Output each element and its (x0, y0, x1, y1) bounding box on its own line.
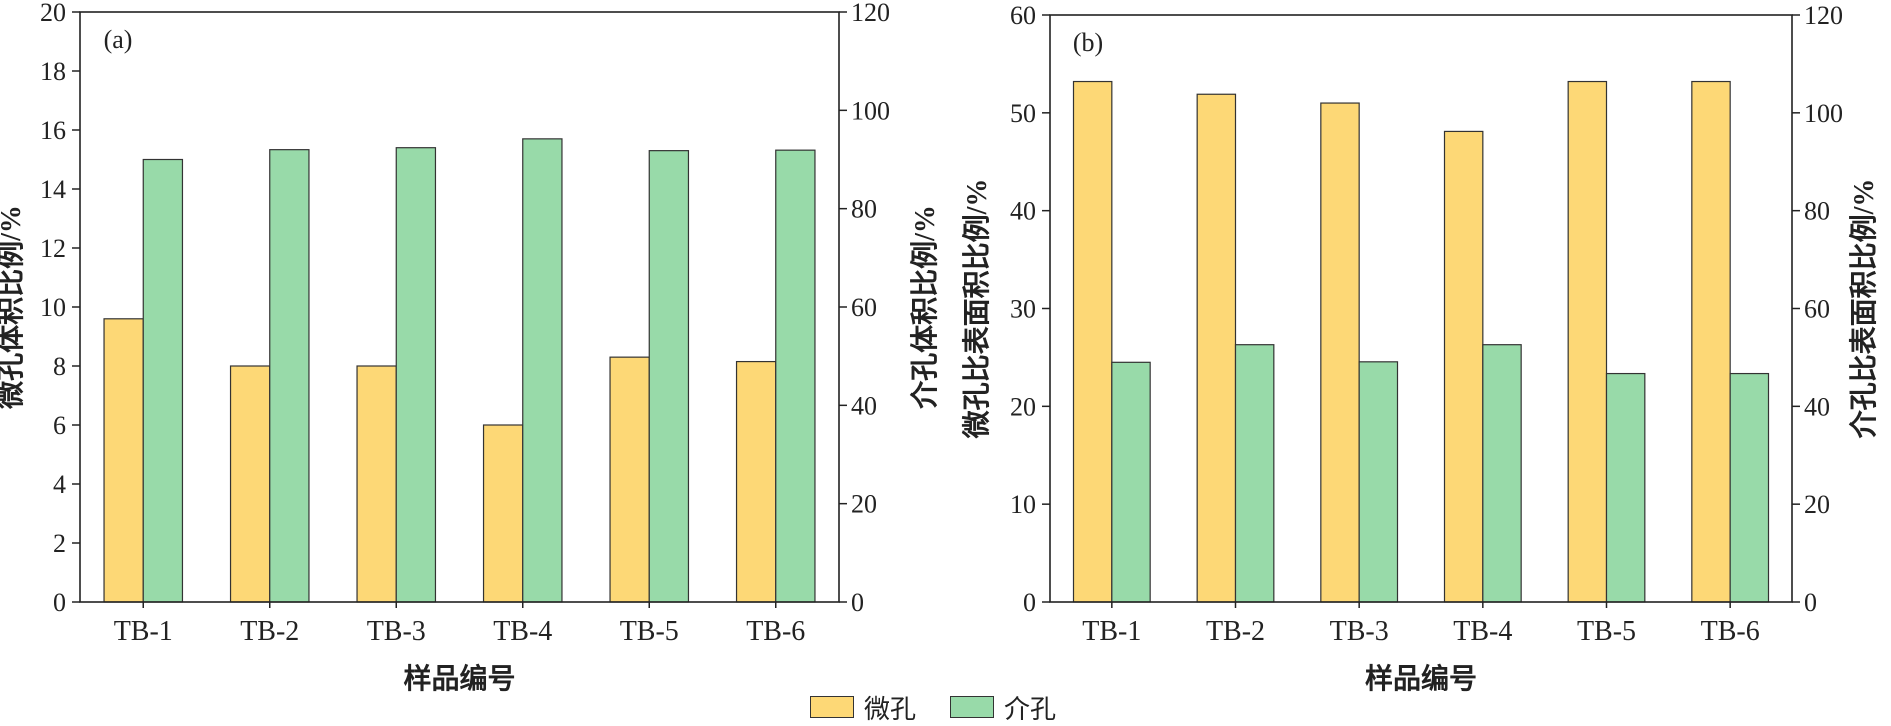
panel-b-bar-mesopore-tb-2 (1234, 344, 1275, 603)
panel-b-right-tick-label: 40 (1804, 392, 1830, 421)
panel-a-bar-mesopore-tb-4 (522, 138, 563, 603)
panel-b-right-axis-label: 介孔比表面积比例/% (1848, 179, 1880, 440)
panel-b-bar-mesopore-tb-4 (1482, 344, 1522, 603)
panel-a-right-tick-label: 0 (851, 588, 864, 617)
panel-a-left-tick-label: 4 (53, 470, 66, 499)
legend-label-mesopore: 介孔 (1004, 694, 1057, 724)
panel-a-right-axis-label: 介孔体积比例/% (909, 205, 941, 410)
panel-b-bar-micropore-tb-3 (1320, 102, 1360, 603)
panel-a-left-tick-label: 14 (40, 175, 66, 204)
panel-a-right-tick-label: 60 (851, 293, 877, 322)
panel-a-bar-mesopore-tb-5 (648, 150, 690, 603)
panel-b-left-axis-label: 微孔比表面积比例/% (961, 179, 993, 440)
panel-a-bar-mesopore-tb-1 (142, 158, 184, 603)
panel-a-left-tick-label: 2 (53, 529, 66, 558)
panel-a-x-tick-label: TB-5 (620, 616, 679, 647)
panel-b-x-tick-label: TB-5 (1577, 616, 1636, 647)
panel-a-right-tick-label: 120 (851, 0, 890, 27)
panel-a-x-tick-label: TB-2 (240, 616, 299, 647)
panel-b-bar-micropore-tb-2 (1196, 93, 1237, 603)
panel-a-x-axis-label: 样品编号 (403, 662, 515, 695)
panel-b-x-tick-label: TB-4 (1453, 616, 1512, 647)
panel-b-x-tick-label: TB-1 (1082, 616, 1141, 647)
panel-a-bar-mesopore-tb-6 (775, 149, 816, 603)
panel-b-x-tick-label: TB-6 (1701, 616, 1760, 647)
panel-a-left-tick-label: 6 (53, 411, 66, 440)
legend-swatch-micropore (810, 696, 854, 718)
panel-b-x-tick-label: TB-2 (1206, 616, 1265, 647)
panel-a-bar-micropore-tb-3 (356, 365, 397, 603)
panel-a-right-tick-label: 100 (851, 96, 890, 125)
panel-a-right-tick-label: 20 (851, 490, 877, 519)
panel-a-left-tick-label: 0 (53, 588, 66, 617)
panel-b-left-tick-label: 20 (1010, 392, 1036, 421)
panel-b-bar-mesopore-tb-5 (1605, 372, 1646, 603)
panel-b-left-tick-label: 50 (1010, 99, 1036, 128)
panel-a-bar-mesopore-tb-2 (269, 149, 310, 603)
panel-b-left-tick-label: 30 (1010, 295, 1036, 324)
panel-a-left-tick-label: 16 (40, 116, 66, 145)
panel-b-left-tick-label: 40 (1010, 197, 1036, 226)
panel-a-right-tick-label: 40 (851, 391, 877, 420)
panel-a-left-tick-label: 12 (40, 234, 66, 263)
panel-b-label: (b) (1073, 28, 1103, 57)
panel-b-bar-micropore-tb-5 (1567, 80, 1608, 603)
panel-a-x-tick-label: TB-6 (746, 616, 805, 647)
panel-a-label: (a) (104, 25, 133, 54)
legend-item-micropore: 微孔 (810, 689, 916, 726)
panel-b-left-tick-label: 10 (1010, 490, 1036, 519)
panel-a-bar-mesopore-tb-3 (395, 147, 437, 603)
panel-a-bar-micropore-tb-1 (103, 318, 144, 603)
legend: 微孔 介孔 (810, 692, 1090, 724)
panel-a-left-tick-label: 18 (40, 57, 66, 86)
panel-a-left-tick-label: 20 (40, 0, 66, 27)
panel-a-bar-micropore-tb-6 (735, 360, 777, 603)
panel-b-bar-mesopore-tb-1 (1111, 361, 1151, 603)
panel-a-x-tick-label: TB-4 (493, 616, 552, 647)
legend-label-micropore: 微孔 (864, 694, 917, 724)
panel-b-frame (1049, 14, 1793, 603)
panel-a-bar-micropore-tb-2 (229, 365, 271, 603)
panel-b-bar-micropore-tb-1 (1072, 80, 1113, 603)
panel-a-bar-micropore-tb-4 (482, 424, 524, 603)
panel-b-right-tick-label: 0 (1804, 588, 1817, 617)
panel-a-left-tick-label: 8 (53, 352, 66, 381)
panel-b-right-tick-label: 60 (1804, 295, 1830, 324)
panel-b-left-tick-label: 0 (1023, 588, 1036, 617)
panel-a-left-tick-label: 10 (40, 293, 66, 322)
panel-a-x-tick-label: TB-1 (114, 616, 173, 647)
panel-a-x-tick-label: TB-3 (367, 616, 426, 647)
panel-b-right-tick-label: 120 (1804, 1, 1843, 30)
panel-b-x-tick-label: TB-3 (1330, 616, 1389, 647)
panel-b-x-axis-label: 样品编号 (1365, 662, 1477, 695)
legend-swatch-mesopore (950, 696, 995, 718)
legend-item-mesopore: 介孔 (950, 689, 1056, 726)
panel-b-right-tick-label: 100 (1804, 99, 1843, 128)
panel-b-bar-micropore-tb-4 (1443, 130, 1484, 603)
panel-a-right-tick-label: 80 (851, 195, 877, 224)
panel-a-bar-micropore-tb-5 (609, 356, 650, 603)
panel-b-left-tick-label: 60 (1010, 1, 1036, 30)
panel-a-frame (79, 11, 840, 603)
panel-b-bar-mesopore-tb-3 (1358, 361, 1399, 603)
panel-b-right-tick-label: 80 (1804, 197, 1830, 226)
panel-a-left-axis-label: 微孔体积比例/% (0, 205, 27, 410)
panel-b-right-tick-label: 20 (1804, 490, 1830, 519)
panel-b-bar-micropore-tb-6 (1691, 80, 1731, 603)
panel-b-bar-mesopore-tb-6 (1729, 372, 1770, 603)
